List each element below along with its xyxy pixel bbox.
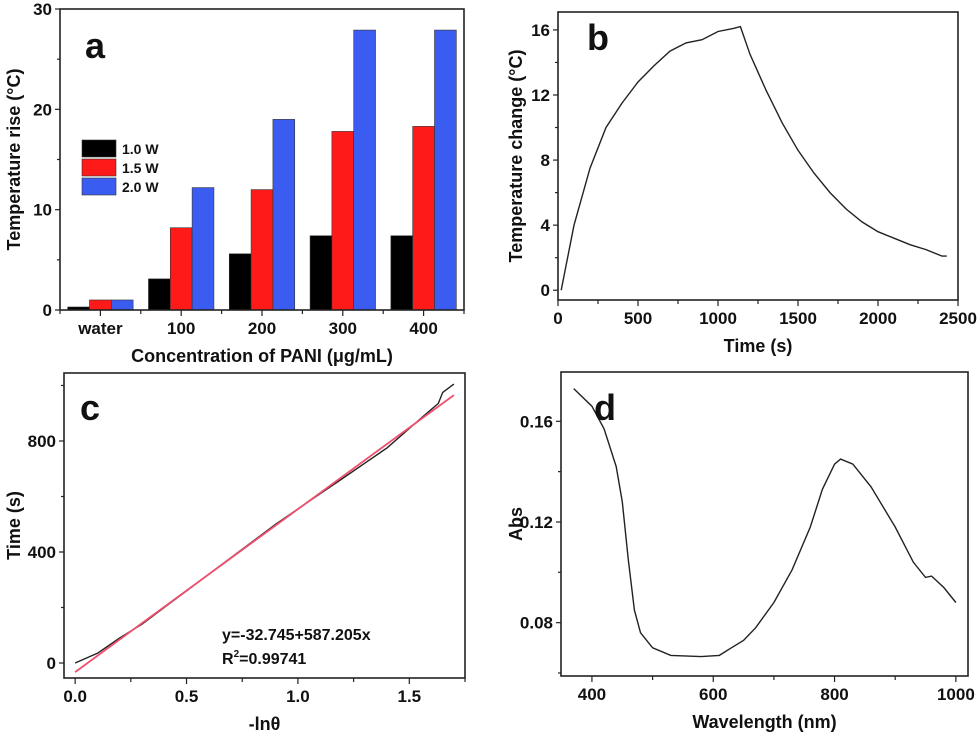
bar-1.0w-200 — [228, 253, 252, 311]
plot-frame — [63, 372, 466, 679]
x-axis-label: Wavelength (nm) — [692, 712, 836, 732]
bar-2.0w-100 — [191, 187, 215, 311]
x-tick-label: 1.0 — [286, 687, 310, 706]
y-tick-label: 0 — [47, 654, 56, 673]
bar-2.0w-water — [111, 299, 134, 311]
r-label: R — [222, 651, 234, 668]
y-tick-label: 12 — [531, 86, 550, 105]
bar-1.5w-100 — [169, 227, 193, 311]
y-tick-label: 4 — [541, 216, 551, 235]
fit-equation: y=-32.745+587.205x — [222, 627, 371, 644]
bar-1.5w-200 — [250, 189, 274, 311]
data-line — [560, 25, 947, 291]
plot-frame — [59, 8, 465, 311]
y-axis-label: Temperature change (°C) — [506, 50, 526, 263]
x-tick-label: 0.5 — [175, 687, 199, 706]
bar-2.0w-400 — [434, 29, 457, 311]
x-tick-label: 500 — [624, 309, 652, 328]
y-tick-label: 0 — [541, 281, 550, 300]
r-squared: R2=0.99741 — [222, 649, 306, 668]
bar-2.0w-300 — [353, 29, 376, 311]
y-tick-label: 0 — [43, 301, 52, 320]
plot-frame — [560, 371, 969, 677]
y-axis-label: Abs — [506, 507, 526, 541]
x-tick-label: 600 — [699, 685, 727, 704]
x-tick-label: 1500 — [779, 309, 817, 328]
bar-1.0w-300 — [309, 235, 333, 311]
legend-label: 2.0 W — [122, 179, 159, 195]
y-axis-label: Time (s) — [4, 491, 24, 560]
bar-1.0w-100 — [148, 278, 171, 311]
panel-b: 0 4 8 12 16 0 500 1000 1500 2000 2500 b Time (s) Temp… — [506, 11, 977, 356]
y-tick-label: 0.08 — [520, 614, 553, 633]
data-line — [74, 383, 455, 664]
bar-1.5w-400 — [412, 126, 435, 311]
legend-swatch — [81, 158, 117, 177]
x-tick-label: 0 — [553, 309, 562, 328]
y-tick-label: 10 — [33, 201, 52, 220]
panel-c: 0 400 800 0.0 0.5 1.0 1.5 c -lnθ Time (s) y=-32.74… — [4, 372, 466, 734]
x-tick-label: 2000 — [859, 309, 897, 328]
x-tick-label: 1.5 — [397, 687, 421, 706]
x-tick-label: 300 — [329, 319, 357, 338]
r-value: =0.99741 — [239, 651, 306, 668]
panel-label: c — [80, 387, 100, 428]
panel-label: a — [85, 25, 106, 66]
x-tick-label: water — [77, 319, 123, 338]
data-line — [573, 388, 957, 658]
fit-line — [74, 394, 455, 673]
x-axis-label: Time (s) — [724, 336, 793, 356]
x-tick-label: 200 — [248, 319, 276, 338]
panel-d: 0.08 0.12 0.16 400 600 800 1000 d Wavelength (nm… — [506, 371, 975, 732]
plot-frame — [557, 11, 959, 301]
bar-1.5w-water — [89, 299, 112, 311]
r-superscript: 2 — [234, 649, 240, 660]
legend-label: 1.0 W — [122, 141, 159, 157]
y-tick-label: 0.16 — [520, 412, 553, 431]
panel-a: 0 10 20 30 water 100 200 300 400 1.0 W 1.5 W 2.0 W a… — [4, 0, 465, 366]
x-axis-label: Concentration of PANI (μg/mL) — [131, 346, 393, 366]
y-axis-label: Temperature rise (°C) — [4, 69, 24, 251]
x-tick-label: 400 — [409, 319, 437, 338]
y-tick-label: 800 — [28, 432, 56, 451]
y-tick-label: 20 — [33, 100, 52, 119]
bar-1.5w-300 — [331, 131, 355, 311]
legend-label: 1.5 W — [122, 160, 159, 176]
panel-label: b — [587, 17, 609, 58]
bar-2.0w-200 — [272, 119, 296, 311]
panel-label: d — [594, 387, 616, 428]
bar-1.0w-400 — [390, 235, 413, 311]
x-tick-label: 0.0 — [63, 687, 87, 706]
y-tick-label: 400 — [28, 543, 56, 562]
y-tick-label: 16 — [531, 21, 550, 40]
y-tick-label: 8 — [541, 151, 550, 170]
legend-swatch — [81, 177, 117, 196]
y-tick-label: 0.12 — [520, 513, 553, 532]
x-tick-label: 2500 — [939, 309, 977, 328]
x-tick-label: 800 — [820, 685, 848, 704]
legend-swatch — [81, 139, 117, 158]
x-tick-label: 1000 — [937, 685, 975, 704]
x-tick-label: 1000 — [699, 309, 737, 328]
y-tick-label: 30 — [33, 0, 52, 19]
x-tick-label: 100 — [167, 319, 195, 338]
x-tick-label: 400 — [578, 685, 606, 704]
x-axis-label: -lnθ — [249, 714, 281, 734]
